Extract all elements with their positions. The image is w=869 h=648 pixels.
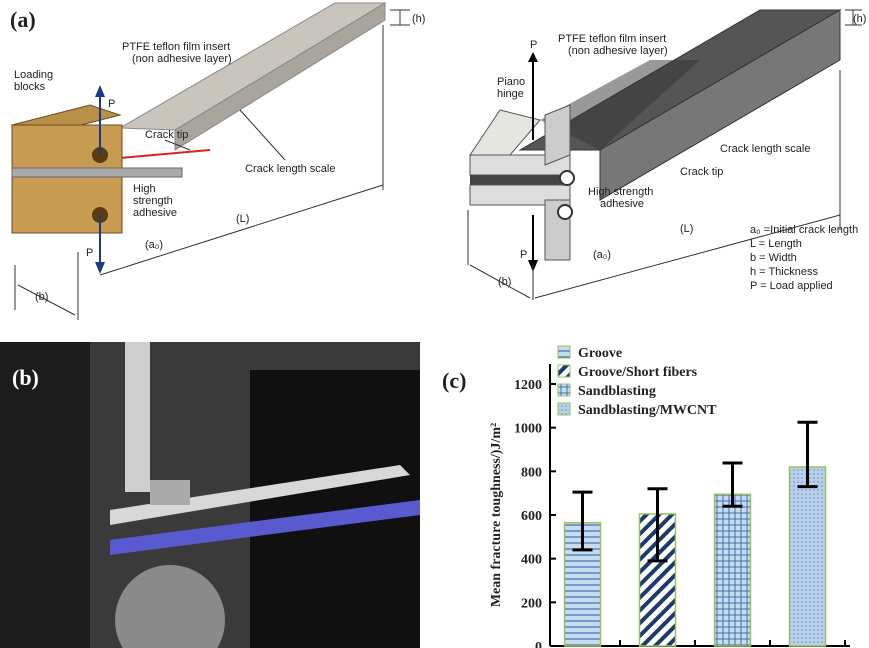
- panel-label: (b): [12, 365, 39, 390]
- figure: (a) Loading blocks P P PTFE teflon film …: [0, 0, 869, 648]
- key: P = Load applied: [750, 280, 833, 292]
- bar: [715, 494, 751, 646]
- label: PTFE teflon film insert: [122, 41, 230, 53]
- label: High: [133, 183, 156, 195]
- photo: [0, 342, 420, 648]
- legend-label: Groove: [578, 346, 622, 361]
- label: strength: [133, 195, 173, 207]
- label: P: [520, 249, 527, 261]
- legend-label: Sandblasting/MWCNT: [578, 403, 717, 418]
- label: Loading: [14, 69, 53, 81]
- label: (a₀): [593, 249, 611, 261]
- y-tick-label: 400: [521, 553, 542, 568]
- y-tick-label: 600: [521, 509, 542, 524]
- panel-label: (c): [442, 368, 466, 393]
- label: P: [530, 39, 537, 51]
- label: adhesive: [600, 198, 644, 210]
- label: hinge: [497, 88, 524, 100]
- y-tick-label: 800: [521, 465, 542, 480]
- legend-swatch: [558, 365, 570, 377]
- label: P: [108, 98, 115, 110]
- label: Piano: [497, 76, 525, 88]
- key: b = Width: [750, 252, 797, 264]
- label: PTFE teflon film insert: [558, 33, 666, 45]
- legend-label: Sandblasting: [578, 384, 656, 399]
- label: (non adhesive layer): [132, 53, 232, 65]
- label: (h): [412, 13, 425, 25]
- panel-label: (a): [10, 7, 36, 32]
- label: (b): [498, 276, 511, 288]
- label: Crack tip: [680, 166, 723, 178]
- legend-swatch: [558, 403, 570, 415]
- key: a₀ =Initial crack length: [750, 224, 858, 236]
- y-tick-label: 200: [521, 596, 542, 611]
- label: Crack tip: [145, 129, 188, 141]
- y-tick-label: 1200: [514, 378, 542, 393]
- label: (L): [680, 223, 693, 235]
- label: (L): [236, 213, 249, 225]
- key: L = Length: [750, 238, 802, 250]
- y-axis-label: Mean fracture toughness/)J/m²: [489, 423, 504, 607]
- label: P: [86, 247, 93, 259]
- key: h = Thickness: [750, 266, 818, 278]
- legend-swatch: [558, 384, 570, 396]
- label: adhesive: [133, 207, 177, 219]
- label: (a₀): [145, 239, 163, 251]
- label: Crack length scale: [720, 143, 811, 155]
- y-tick-label: 1000: [514, 422, 542, 437]
- legend-label: Groove/Short fibers: [578, 365, 698, 380]
- bar: [790, 467, 826, 646]
- label: High strength: [588, 186, 653, 198]
- legend-swatch: [558, 346, 570, 358]
- y-tick-label: 0: [535, 640, 542, 648]
- label: Crack length scale: [245, 163, 336, 175]
- label: (b): [35, 291, 48, 303]
- label: (non adhesive layer): [568, 45, 668, 57]
- label: (h): [853, 13, 866, 25]
- label: blocks: [14, 81, 46, 93]
